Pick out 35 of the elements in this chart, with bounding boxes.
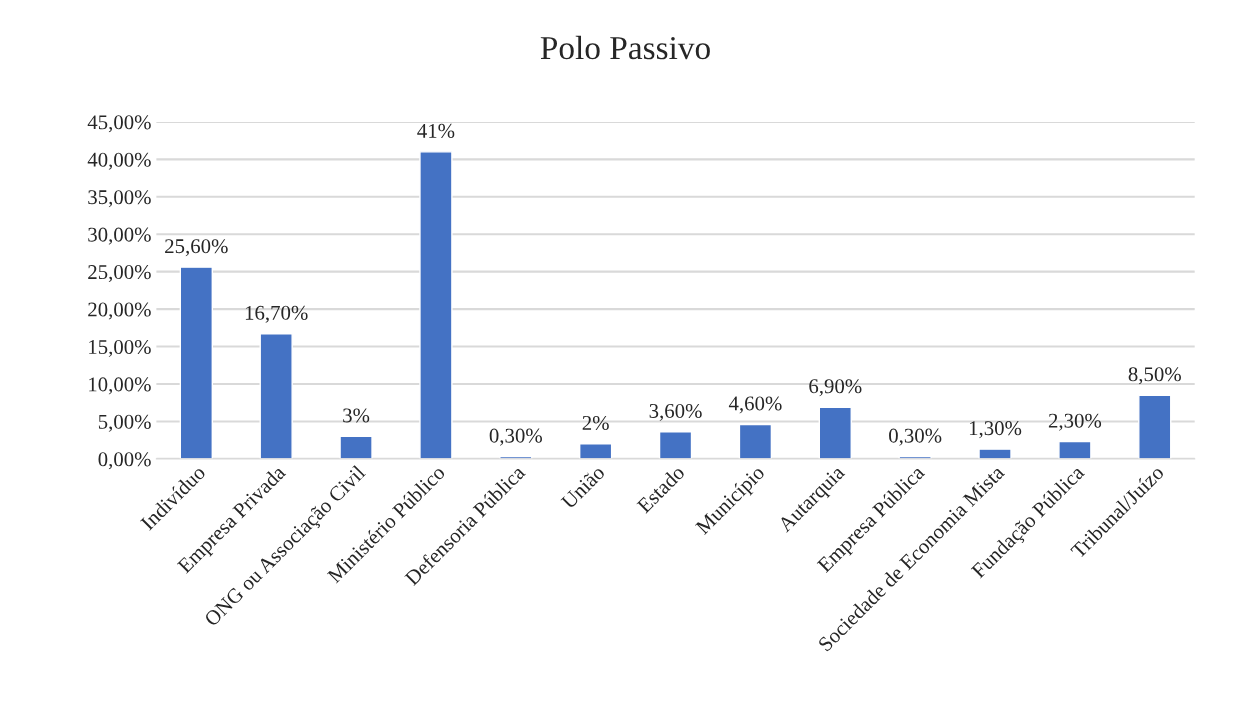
data-label: 41% (417, 123, 455, 138)
bar (1138, 394, 1172, 459)
data-label: 25,60% (165, 239, 228, 257)
y-tick-label: 5,00% (98, 414, 151, 432)
bar (738, 423, 773, 459)
y-tick-label: 40,00% (87, 152, 151, 170)
data-label: 16,70% (245, 305, 308, 323)
bar (658, 431, 693, 459)
data-label: 4,60% (728, 396, 782, 414)
data-label: 2,30% (1048, 413, 1102, 431)
data-label: 0,30% (889, 428, 942, 446)
y-tick-label: 45,00% (87, 115, 151, 133)
chart-title: Polo Passivo (540, 35, 710, 60)
bar (978, 448, 1012, 459)
bar (818, 406, 852, 459)
bar (1058, 440, 1092, 459)
data-label: 3,60% (649, 403, 702, 421)
y-tick-label: 25,00% (88, 265, 151, 283)
data-label: 2% (582, 415, 609, 430)
y-tick-label: 30,00% (88, 227, 151, 245)
data-label: 0,30% (489, 428, 542, 446)
bar (419, 151, 453, 459)
data-label: 3% (343, 408, 370, 423)
bar (339, 435, 373, 459)
y-tick-label: 15,00% (89, 339, 151, 357)
bar (179, 266, 213, 459)
y-tick-label: 20,00% (88, 302, 151, 320)
bar (578, 443, 613, 459)
y-tick-label: 10,00% (89, 377, 151, 395)
data-label: 6,90% (809, 379, 862, 397)
bar (259, 333, 293, 459)
data-label: 1,30% (969, 421, 1022, 439)
data-label: 8,50% (1128, 367, 1181, 385)
y-tick-label: 35,00% (88, 190, 151, 208)
y-tick-label: 0,00% (98, 452, 151, 470)
